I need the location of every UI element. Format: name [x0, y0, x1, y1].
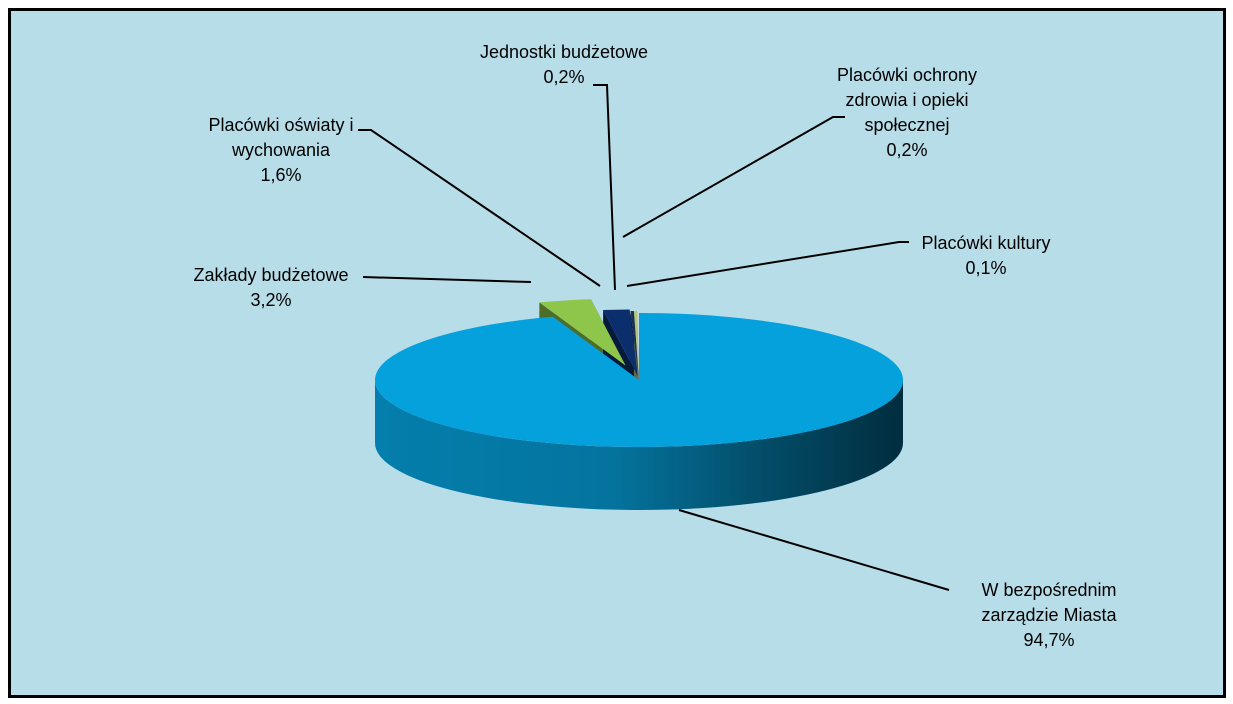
- slice-jednostki-budzetowe: [630, 310, 639, 378]
- value-label: 1,6%: [260, 165, 301, 185]
- pie-chart: W bezpośrednim zarządzie Miasta 94,7% Zakła…: [11, 11, 1223, 695]
- category-label: Placówki ochrony: [837, 65, 977, 85]
- leader-line-placowki-ochrony-zdrowia: [622, 116, 845, 238]
- category-label: zarządzie Miasta: [981, 605, 1117, 625]
- value-label: 0,2%: [543, 67, 584, 87]
- leader-line-placowki-kultury: [626, 241, 909, 287]
- leader-line-placowki-oswiaty: [358, 129, 601, 287]
- data-label-placowki-ochrony-zdrowia: Placówki ochrony zdrowia i opieki społeczn…: [837, 65, 977, 160]
- leader-line-w-bezposrednim-zarzadzie-miasta: [678, 509, 950, 591]
- category-label: wychowania: [231, 140, 331, 160]
- slice-placowki-kultury: [637, 310, 639, 378]
- category-label: Jednostki budżetowe: [480, 42, 648, 62]
- slice-w-bezposrednim-zarzadzie-miasta: [375, 313, 904, 447]
- data-label-w-bezposrednim-zarzadzie-miasta: W bezpośrednim zarządzie Miasta 94,7%: [981, 580, 1117, 650]
- value-label: 0,1%: [965, 258, 1006, 278]
- slice-placowki-ochrony-zdrowia: [633, 310, 639, 378]
- slice-placowki-oswiaty: [603, 309, 638, 377]
- chart-frame: W bezpośrednim zarządzie Miasta 94,7% Zakła…: [8, 8, 1226, 698]
- data-label-placowki-kultury: Placówki kultury 0,1%: [921, 233, 1050, 278]
- category-label: W bezpośrednim: [981, 580, 1116, 600]
- category-label: zdrowia i opieki: [845, 90, 968, 110]
- data-label-zaklady-budzetowe: Zakłady budżetowe 3,2%: [193, 265, 348, 310]
- leader-line-jednostki-budzetowe: [593, 84, 616, 291]
- slice-side-w-bezposrednim-zarzadzie-miasta: [375, 380, 903, 510]
- value-label: 94,7%: [1023, 630, 1074, 650]
- category-label: społecznej: [864, 115, 949, 135]
- value-label: 0,2%: [886, 140, 927, 160]
- slice-zaklady-budzetowe: [539, 299, 626, 366]
- category-label: Zakłady budżetowe: [193, 265, 348, 285]
- category-label: Placówki kultury: [921, 233, 1050, 253]
- value-label: 3,2%: [250, 290, 291, 310]
- data-label-placowki-oswiaty: Placówki oświaty i wychowania 1,6%: [208, 115, 353, 185]
- data-label-jednostki-budzetowe: Jednostki budżetowe 0,2%: [480, 42, 648, 87]
- category-label: Placówki oświaty i: [208, 115, 353, 135]
- leader-line-zaklady-budzetowe: [362, 276, 532, 283]
